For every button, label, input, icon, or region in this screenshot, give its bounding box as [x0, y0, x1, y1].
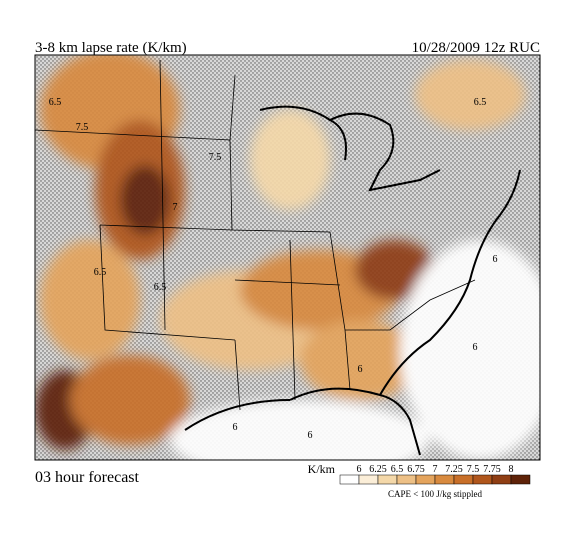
- legend-swatch: [377, 474, 398, 485]
- contour-label: 6: [308, 430, 313, 441]
- legend-swatch: [339, 474, 360, 485]
- map: [35, 55, 540, 460]
- legend-swatch: [358, 474, 379, 485]
- legend-level: 6: [357, 464, 362, 475]
- legend-swatch: [396, 474, 417, 485]
- legend-level: 6.5: [391, 464, 404, 475]
- coastlines: [184, 105, 521, 456]
- legend-swatch: [510, 474, 531, 485]
- forecast-label: 03 hour forecast: [35, 469, 140, 486]
- legend-swatch: [415, 474, 436, 485]
- legend-level: 7.5: [467, 464, 480, 475]
- legend-level: 8: [509, 464, 514, 475]
- contour-label: 6: [358, 364, 363, 375]
- title: 3-8 km lapse rate (K/km): [35, 40, 187, 56]
- contour-label: 6: [473, 342, 478, 353]
- legend-swatch: [491, 474, 512, 485]
- legend-level: 7.75: [483, 464, 501, 475]
- contour-label: 6.5: [94, 267, 107, 278]
- legend-level: 6.25: [369, 464, 387, 475]
- legend-swatch: [434, 474, 455, 485]
- date: 10/28/2009 12z RUC: [412, 40, 540, 56]
- state-lines: [35, 59, 476, 411]
- map-frame: [34, 54, 541, 461]
- legend-level: 6.75: [407, 464, 425, 475]
- contour-label: 6.5: [474, 97, 487, 108]
- legend-swatch: [472, 474, 493, 485]
- contour-label: 7.5: [209, 152, 222, 163]
- legend-note: CAPE < 100 J/kg stippled: [388, 489, 483, 499]
- contour-label: 7.5: [76, 122, 89, 133]
- legend-unit: K/km: [308, 462, 336, 476]
- contour-label: 6.5: [49, 97, 62, 108]
- legend-swatch: [453, 474, 474, 485]
- contour-label: 6: [233, 422, 238, 433]
- contour-label: 7: [173, 202, 178, 213]
- contour-label: 6: [493, 254, 498, 265]
- legend-level: 7: [433, 464, 438, 475]
- legend-level: 7.25: [445, 464, 463, 475]
- contour-label: 6.5: [154, 282, 167, 293]
